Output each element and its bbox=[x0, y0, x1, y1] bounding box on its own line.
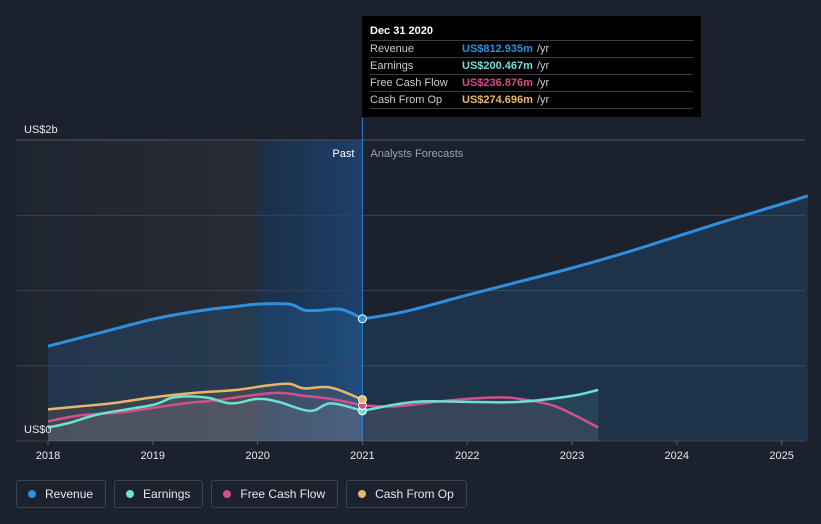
x-tick-label: 2020 bbox=[245, 450, 269, 462]
free-cash-flow-dot-icon bbox=[223, 490, 232, 498]
forecast-label: Analysts Forecasts bbox=[370, 148, 463, 160]
x-tick-label: 2023 bbox=[560, 450, 584, 462]
cash-from-op-marker bbox=[357, 395, 367, 405]
revenue-marker bbox=[357, 314, 367, 324]
x-tick-label: 2022 bbox=[455, 450, 479, 462]
tooltip-row-cash-from-op: Cash From Op US$274.696m /yr bbox=[370, 91, 693, 109]
series-lines bbox=[47, 118, 809, 441]
revenue-dot-icon bbox=[28, 490, 36, 498]
tooltip-title: Dec 31 2020 bbox=[370, 25, 433, 37]
y-axis-top-label: US$2b bbox=[24, 124, 58, 136]
tooltip: Dec 31 2020 Revenue US$812.935m /yr Earn… bbox=[362, 16, 701, 117]
revenue-line bbox=[47, 302, 364, 348]
gridlines bbox=[16, 139, 805, 442]
earnings-forecast-line bbox=[362, 388, 599, 413]
y-axis-bottom-label: US$0 bbox=[24, 424, 52, 436]
tooltip-row-value: US$236.876m bbox=[462, 77, 533, 89]
cash-from-op-dot-icon bbox=[358, 490, 367, 498]
chart: US$2b US$0 Past Analysts Forecasts 2018 2019 2… bbox=[16, 118, 809, 462]
tooltip-markers bbox=[357, 314, 367, 416]
axis-labels: US$2b US$0 Past Analysts Forecasts 2018 2019 2… bbox=[24, 124, 794, 462]
earnings-line bbox=[47, 395, 363, 429]
tooltip-row-unit: /yr bbox=[536, 94, 550, 106]
legend-item-cash-from-op[interactable]: Cash From Op bbox=[346, 480, 467, 508]
tooltip-row-label: Revenue bbox=[370, 43, 415, 55]
cash-from-op-line bbox=[47, 382, 363, 411]
free-cash-flow-area bbox=[48, 392, 599, 441]
x-tick-label: 2019 bbox=[141, 450, 165, 462]
legend-label: Free Cash Flow bbox=[240, 487, 326, 501]
tooltip-row-earnings: Earnings US$200.467m /yr bbox=[370, 57, 693, 74]
cash-from-op-area bbox=[48, 383, 363, 441]
free-cash-flow-forecast-line bbox=[362, 396, 599, 429]
tooltip-row-revenue: Revenue US$812.935m /yr bbox=[370, 40, 693, 57]
revenue-forecast-line bbox=[362, 194, 809, 321]
legend-label: Cash From Op bbox=[375, 487, 454, 501]
earnings-dot-icon bbox=[126, 490, 135, 498]
x-tick-label: 2024 bbox=[665, 450, 689, 462]
tooltip-row-value: US$274.696m bbox=[462, 94, 533, 106]
tooltip-row-free-cash-flow: Free Cash Flow US$236.876m /yr bbox=[370, 74, 693, 91]
legend-item-revenue[interactable]: Revenue bbox=[16, 480, 107, 508]
revenue-area bbox=[48, 195, 808, 441]
tooltip-row-value: US$812.935m bbox=[462, 43, 533, 55]
past-label: Past bbox=[332, 148, 354, 160]
legend-item-free-cash-flow[interactable]: Free Cash Flow bbox=[211, 480, 339, 508]
tooltip-row-label: Free Cash Flow bbox=[370, 77, 448, 89]
legend-item-earnings[interactable]: Earnings bbox=[114, 480, 204, 508]
x-tick-label: 2025 bbox=[769, 450, 793, 462]
legend-label: Earnings bbox=[143, 487, 191, 501]
x-tick-label: 2021 bbox=[350, 450, 374, 462]
x-tick-label: 2018 bbox=[36, 450, 60, 462]
tooltip-row-unit: /yr bbox=[536, 60, 550, 72]
tooltip-row-value: US$200.467m bbox=[462, 60, 533, 72]
legend: Revenue Earnings Free Cash Flow Cash Fro… bbox=[16, 480, 467, 508]
legend-label: Revenue bbox=[45, 487, 94, 501]
tooltip-row-label: Earnings bbox=[370, 60, 414, 72]
tooltip-row-unit: /yr bbox=[536, 43, 550, 55]
tooltip-row-label: Cash From Op bbox=[370, 94, 443, 106]
tooltip-row-unit: /yr bbox=[536, 77, 550, 89]
